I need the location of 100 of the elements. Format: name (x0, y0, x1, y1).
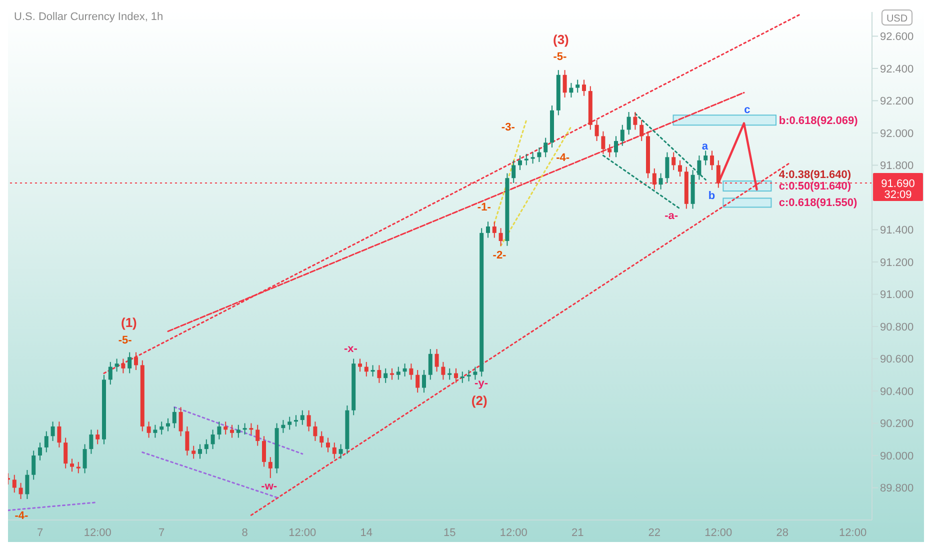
candlestick (486, 221, 490, 238)
candlestick (294, 414, 298, 427)
x-tick-label: 8 (242, 526, 248, 539)
candlestick (108, 361, 112, 386)
x-tick-label: 12:00 (500, 526, 528, 539)
text: 32:09 (884, 188, 912, 201)
candlestick (326, 437, 330, 453)
candlestick (620, 124, 624, 146)
candlestick (185, 426, 190, 456)
x-tick-label: 7 (158, 526, 165, 539)
candlestick (198, 444, 202, 460)
annotation: -5- (118, 334, 132, 346)
annotation: (1) (121, 314, 137, 330)
annotation: -y- (474, 377, 488, 390)
candlestick (256, 424, 260, 446)
annotation: (3) (553, 32, 569, 48)
candlestick (652, 168, 656, 190)
annotation: -a- (664, 210, 678, 222)
candlestick (44, 430, 48, 453)
candlestick (640, 120, 644, 142)
x-tick-label: 12:00 (84, 526, 112, 539)
candlestick (377, 364, 382, 384)
x-tick-label: 12:00 (288, 526, 316, 539)
chart-title: U.S. Dollar Currency Index, 1h (14, 11, 164, 23)
y-tick-label: 92.400 (880, 63, 914, 76)
candlestick (633, 111, 638, 130)
annotation: 4:0.38(91.640) (778, 169, 852, 182)
candlestick (594, 120, 599, 142)
candlestick (217, 421, 222, 440)
x-tick-label: 28 (776, 526, 789, 539)
x-tick-label: 12:00 (704, 526, 732, 539)
candlestick (160, 421, 164, 436)
candlestick (57, 421, 62, 448)
ref-line-label: 91.690 (881, 178, 915, 190)
candlestick (626, 111, 631, 136)
candlestick (441, 361, 446, 380)
candlestick (230, 424, 234, 438)
candlestick (710, 150, 714, 171)
candlestick (224, 421, 228, 436)
y-tick-label: 91.800 (880, 160, 914, 172)
candlestick (306, 410, 311, 432)
y-tick-label: 92.000 (880, 128, 914, 140)
annotation: -5- (553, 50, 568, 63)
y-tick-label: 92.600 (880, 31, 914, 44)
candlestick (370, 364, 375, 377)
candlestick (518, 155, 522, 171)
candlestick (332, 442, 336, 460)
candlestick (236, 424, 240, 438)
y-tick-label: 90.400 (880, 386, 914, 398)
candlestick (166, 418, 170, 432)
candlestick (268, 456, 272, 479)
annotation: -4- (14, 510, 28, 522)
candlestick (562, 70, 567, 98)
y-tick-label: 90.600 (880, 354, 914, 366)
candlestick (530, 152, 535, 164)
candlestick (320, 430, 324, 448)
annotation: -3- (501, 121, 516, 134)
annotation: -1- (477, 202, 492, 214)
candlestick (249, 422, 254, 436)
candlestick (64, 437, 68, 469)
candlestick (281, 420, 286, 434)
candlestick (396, 366, 400, 380)
candlestick (704, 150, 708, 166)
candlestick (192, 445, 196, 460)
annotation: -x- (344, 342, 358, 355)
x-tick-label: 14 (360, 526, 373, 539)
y-tick-label: 91.200 (880, 256, 914, 269)
candlestick (18, 482, 23, 500)
candlestick (25, 470, 30, 500)
text: USD (886, 14, 908, 24)
candlestick (96, 429, 100, 445)
candlestick (658, 172, 663, 190)
candlestick (364, 361, 368, 377)
candlestick (384, 368, 388, 384)
x-tick-label: 15 (443, 526, 456, 539)
annotation: -w- (261, 480, 278, 492)
candlestick (524, 153, 528, 166)
candlestick (134, 352, 138, 371)
candlestick (38, 442, 42, 461)
candlestick (582, 79, 586, 96)
candlestick (614, 136, 618, 158)
candlestick (338, 444, 343, 460)
candlestick (512, 160, 516, 184)
annotation: a (702, 140, 709, 153)
candlestick (569, 82, 574, 98)
candlestick (498, 228, 503, 246)
candlestick (428, 348, 432, 380)
candlestick (153, 424, 158, 438)
candlestick (473, 366, 478, 380)
candlestick (409, 363, 414, 380)
candlestick (114, 358, 119, 372)
candlestick (172, 406, 176, 429)
annotation: c:0.618(91.550) (778, 196, 858, 209)
candlestick (402, 363, 407, 377)
annotation: c:0.50(91.640) (778, 180, 852, 193)
annotation: (2) (471, 393, 488, 408)
candlestick (537, 146, 542, 162)
x-tick-label: 21 (571, 526, 584, 539)
candlestick (466, 370, 471, 382)
y-tick-label: 90.000 (880, 450, 914, 462)
